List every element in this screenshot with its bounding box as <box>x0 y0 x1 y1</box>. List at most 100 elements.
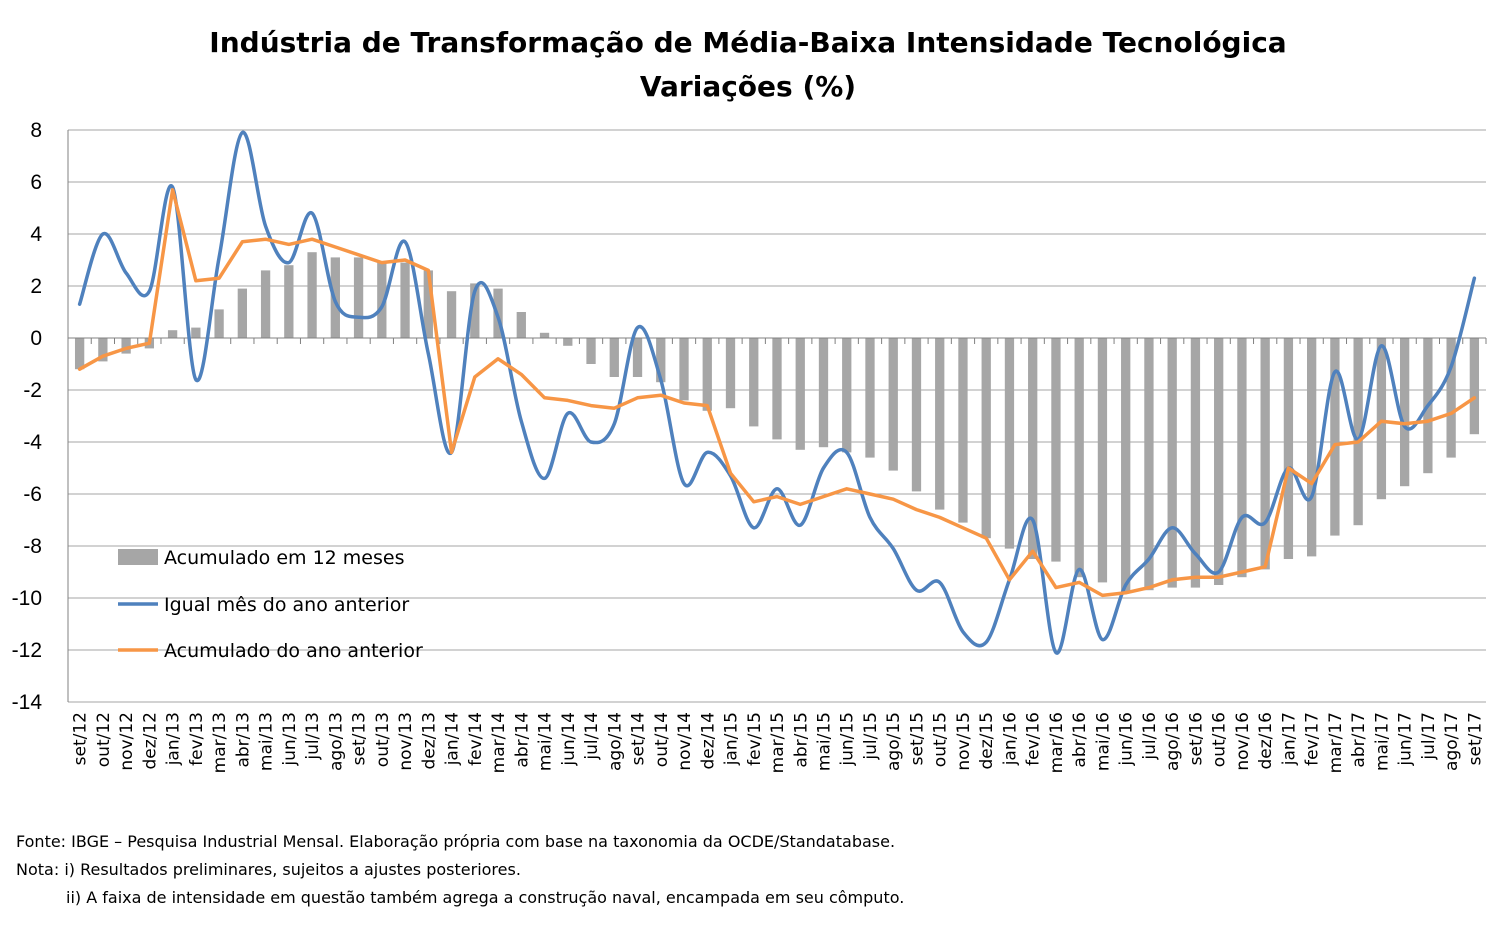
x-axis-ticks: set/12 out/12 nov/12 dez/12 jan/13 fev/13 mar/… <box>71 712 1486 773</box>
x-tick-label: set/13 <box>350 712 370 765</box>
x-tick-label: set/15 <box>907 712 927 765</box>
y-tick-label: -12 <box>12 639 42 662</box>
bar <box>470 283 480 338</box>
bar <box>1446 338 1456 458</box>
x-tick-label: nov/12 <box>117 712 137 771</box>
x-tick-label: abr/16 <box>1070 712 1090 768</box>
line-igual-mes <box>77 130 1477 655</box>
y-tick-label: 2 <box>30 275 42 298</box>
bar <box>749 338 759 427</box>
bar <box>865 338 875 458</box>
y-tick-label: -2 <box>23 379 42 402</box>
x-tick-label: dez/15 <box>977 712 997 770</box>
x-tick-label: ago/15 <box>884 712 904 771</box>
bar <box>1469 338 1480 435</box>
bar <box>1376 338 1387 500</box>
bar <box>167 330 178 338</box>
x-tick-label: mai/17 <box>1372 712 1392 771</box>
bar <box>1399 338 1410 487</box>
bar <box>888 338 898 471</box>
x-tick-label: abr/14 <box>512 712 532 768</box>
y-tick-label: -6 <box>23 483 42 506</box>
bar <box>1028 338 1038 559</box>
x-tick-label: mar/16 <box>1047 712 1067 773</box>
x-tick-label: nov/15 <box>954 712 974 771</box>
bar <box>307 252 317 338</box>
x-tick-label: set/12 <box>71 712 91 765</box>
x-tick-label: jun/15 <box>838 712 858 767</box>
chart-subtitle: Variações (%) <box>640 70 856 103</box>
x-tick-label: abr/17 <box>1349 712 1369 768</box>
bar <box>446 291 457 338</box>
x-tick-label: fev/14 <box>466 712 486 766</box>
x-tick-label: jan/14 <box>443 712 463 766</box>
x-tick-label: ago/17 <box>1442 712 1462 771</box>
chart-title: Indústria de Transformação de Média-Baix… <box>209 26 1286 59</box>
x-tick-label: jan/17 <box>1279 712 1299 766</box>
x-tick-label: abr/13 <box>233 712 253 768</box>
y-tick-label: 4 <box>30 223 42 246</box>
bar <box>772 338 782 440</box>
bar <box>911 338 922 492</box>
bar <box>423 270 433 338</box>
bar <box>1353 338 1363 526</box>
bar <box>818 338 829 448</box>
y-tick-label: -10 <box>12 587 42 610</box>
bar <box>1237 338 1247 578</box>
bar <box>121 338 131 354</box>
bar <box>632 338 643 377</box>
x-tick-label: out/14 <box>652 712 672 767</box>
line-series <box>77 130 1477 655</box>
x-tick-label: nov/13 <box>396 712 416 771</box>
x-tick-label: mar/15 <box>768 712 788 773</box>
y-tick-label: 6 <box>30 171 42 194</box>
x-tick-label: ago/16 <box>1163 712 1183 771</box>
bar <box>935 338 945 510</box>
x-tick-label: ago/14 <box>605 712 625 771</box>
bar <box>1260 338 1270 570</box>
bar <box>842 338 852 453</box>
bar <box>1190 338 1201 588</box>
x-tick-label: mai/14 <box>536 712 556 771</box>
x-tick-label: fev/15 <box>745 712 765 766</box>
x-tick-label: fev/16 <box>1024 712 1044 766</box>
y-tick-label: 0 <box>30 327 42 350</box>
x-tick-label: set/16 <box>1186 712 1206 765</box>
bar <box>539 332 550 338</box>
legend-label: Igual mês do ano anterior <box>164 594 409 616</box>
x-tick-label: out/16 <box>1210 712 1230 767</box>
bar <box>958 338 968 523</box>
bar <box>725 338 736 409</box>
x-tick-label: jan/15 <box>722 712 742 766</box>
x-tick-label: dez/16 <box>1256 712 1276 770</box>
bar <box>563 338 573 346</box>
bar <box>702 338 712 411</box>
bar <box>656 338 666 383</box>
bar <box>1121 338 1131 593</box>
y-axis-ticks: 8 6 4 2 0 -2 -4 -6 -8 -10 -12 -14 <box>12 119 43 714</box>
x-tick-label: out/12 <box>94 712 114 767</box>
bar <box>353 257 364 338</box>
x-tick-label: nov/14 <box>675 712 695 771</box>
bar <box>795 338 805 450</box>
x-tick-label: mai/16 <box>1093 712 1113 771</box>
x-tick-label: jan/16 <box>1000 712 1020 766</box>
x-tick-label: out/13 <box>373 712 393 767</box>
x-tick-label: nov/16 <box>1233 712 1253 771</box>
legend-label: Acumulado em 12 meses <box>164 547 405 569</box>
x-tick-label: jan/13 <box>164 712 184 766</box>
bar <box>377 262 387 338</box>
legend-swatch-bar <box>118 549 158 565</box>
x-tick-label: jul/16 <box>1140 712 1160 761</box>
y-tick-label: -8 <box>23 535 42 558</box>
bar <box>1167 338 1177 588</box>
bar <box>1330 338 1340 536</box>
legend: Acumulado em 12 meses Igual mês do ano an… <box>118 547 423 662</box>
legend-label: Acumulado do ano anterior <box>164 640 423 662</box>
y-tick-label: -4 <box>23 431 42 454</box>
x-tick-label: dez/13 <box>419 712 439 770</box>
y-tick-label: 8 <box>30 119 42 142</box>
x-tick-label: jun/13 <box>280 712 300 767</box>
x-tick-label: out/15 <box>931 712 951 767</box>
